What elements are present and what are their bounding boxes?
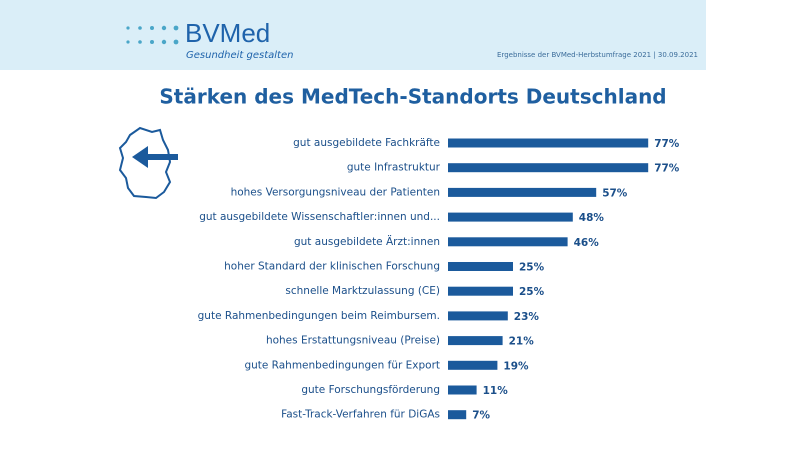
value-label: 57% (602, 187, 628, 199)
bar (448, 212, 573, 222)
header-band (0, 0, 706, 70)
bar (448, 262, 513, 271)
bar (448, 360, 498, 370)
category-label: gute Rahmenbedingungen für Export (244, 359, 440, 371)
value-label: 48% (579, 212, 605, 224)
category-label: hohes Versorgungsniveau der Patienten (231, 186, 440, 198)
bar (448, 237, 568, 247)
value-label: 21% (509, 336, 535, 348)
bar (448, 336, 503, 346)
value-label: 7% (472, 410, 490, 422)
bar (448, 138, 649, 148)
tagline: Gesundheit gestalten (186, 50, 293, 61)
value-label: 25% (519, 286, 545, 298)
category-label: gute Rahmenbedingungen beim Reimbursem. (198, 310, 440, 322)
bar (448, 410, 467, 420)
value-label: 77% (654, 138, 680, 150)
value-label: 19% (503, 360, 529, 372)
category-label: Fast-Track-Verfahren für DiGAs (281, 409, 440, 421)
chart-title: Stärken des MedTech-Standorts Deutschlan… (159, 85, 666, 109)
category-label: gut ausgebildete Ärzt:innen (294, 235, 440, 248)
value-label: 25% (519, 262, 545, 274)
value-label: 77% (654, 163, 680, 175)
value-label: 46% (574, 237, 600, 249)
germany-icon (118, 126, 172, 200)
category-label: schnelle Marktzulassung (CE) (285, 285, 440, 297)
bar (448, 311, 508, 321)
bar (448, 286, 513, 296)
category-label: gut ausgebildete Fachkräfte (293, 137, 440, 149)
category-label: gute Infrastruktur (347, 162, 441, 174)
category-label: hohes Erstattungsniveau (Preise) (266, 335, 440, 347)
category-label: gute Forschungsförderung (301, 384, 440, 396)
logo: BVMed (185, 18, 270, 48)
value-label: 23% (514, 311, 540, 323)
arrow-icon (132, 146, 178, 168)
bar (448, 163, 649, 173)
bar (448, 187, 597, 197)
bar (448, 385, 477, 395)
logo-dots (126, 25, 179, 45)
source: Ergebnisse der BVMed-Herbstumfrage 2021 … (497, 51, 698, 59)
category-label: hoher Standard der klinischen Forschung (224, 261, 440, 273)
category-label: gut ausgebildete Wissenschaftler:innen u… (199, 211, 440, 223)
value-label: 11% (483, 385, 509, 397)
